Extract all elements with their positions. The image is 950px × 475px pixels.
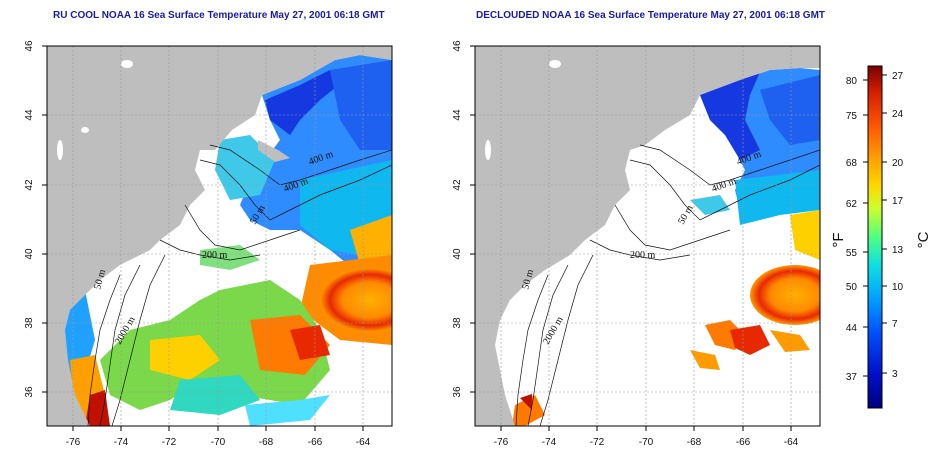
land-mass xyxy=(475,46,820,426)
y-tick-label: 36 xyxy=(452,386,463,398)
x-tick-label: -66 xyxy=(736,437,751,448)
y-tick-label: 40 xyxy=(24,248,35,260)
map-panel-composite: 200 m 50 m 2000 m 400 m 400 m 50 m -76 -… xyxy=(24,40,393,448)
x-tick-label: -76 xyxy=(494,437,509,448)
y-tick-label: 42 xyxy=(452,179,463,191)
sst-field xyxy=(55,55,392,426)
temperature-colorbar: 80 75 68 62 55 50 44 37 27 24 20 17 13 1… xyxy=(830,65,932,409)
graticule xyxy=(475,46,820,426)
fahrenheit-unit-label: °F xyxy=(830,232,847,247)
land-mass xyxy=(47,46,392,426)
y-tick-label: 38 xyxy=(452,317,463,329)
x-tick-label: -64 xyxy=(356,437,371,448)
x-tick-label: -74 xyxy=(542,437,557,448)
celsius-tick-label: 13 xyxy=(892,245,904,256)
x-tick-label: -72 xyxy=(162,437,177,448)
x-tick-label: -64 xyxy=(784,437,799,448)
fahrenheit-tick-label: 37 xyxy=(846,372,858,383)
y-tick-label: 38 xyxy=(24,317,35,329)
colorbar-ticks xyxy=(863,74,887,377)
panel-title-right: DECLOUDED NOAA 16 Sea Surface Temperatur… xyxy=(476,10,826,21)
x-tick-label: -74 xyxy=(114,437,129,448)
axis-ticks xyxy=(42,45,364,431)
map-panel-declouded: 200 m 50 m 2000 m 400 m 400 m 50 m -76 -… xyxy=(452,40,821,448)
x-tick-label: -70 xyxy=(211,437,226,448)
map-frame xyxy=(46,45,393,427)
contour-label: 50 m xyxy=(92,268,108,291)
contour-label: 50 m xyxy=(520,268,536,291)
y-tick-label: 36 xyxy=(24,386,35,398)
map-frame xyxy=(474,45,821,427)
contour-label: 200 m xyxy=(202,250,228,261)
x-tick-label: -72 xyxy=(590,437,605,448)
fahrenheit-tick-label: 55 xyxy=(846,248,858,259)
panel-title-left: RU COOL NOAA 16 Sea Surface Temperature … xyxy=(53,10,385,21)
x-tick-label: -70 xyxy=(639,437,654,448)
contour-label: 200 m xyxy=(630,250,656,261)
graticule xyxy=(47,46,392,426)
x-tick-label: -68 xyxy=(687,437,702,448)
x-tick-label: -68 xyxy=(259,437,274,448)
y-tick-label: 46 xyxy=(452,40,463,52)
fahrenheit-tick-label: 75 xyxy=(846,111,858,122)
celsius-tick-label: 10 xyxy=(892,282,904,293)
celsius-unit-label: °C xyxy=(915,231,932,248)
fahrenheit-tick-label: 50 xyxy=(846,282,858,293)
axis-ticks xyxy=(470,45,792,431)
fahrenheit-tick-label: 44 xyxy=(846,323,858,334)
colorbar-gradient xyxy=(867,65,883,409)
celsius-tick-label: 17 xyxy=(892,196,904,207)
sst-field xyxy=(512,68,820,426)
bathymetry-contours xyxy=(87,144,392,426)
y-tick-label: 44 xyxy=(452,109,463,121)
x-tick-label: -76 xyxy=(66,437,81,448)
fahrenheit-tick-label: 68 xyxy=(846,158,858,169)
fahrenheit-tick-label: 80 xyxy=(846,76,858,87)
y-tick-label: 40 xyxy=(452,248,463,260)
celsius-tick-label: 7 xyxy=(892,319,898,330)
celsius-tick-label: 20 xyxy=(892,158,904,169)
x-tick-label: -66 xyxy=(308,437,323,448)
celsius-tick-label: 24 xyxy=(892,109,904,120)
celsius-tick-label: 27 xyxy=(892,71,904,82)
y-tick-label: 42 xyxy=(24,179,35,191)
fahrenheit-tick-label: 62 xyxy=(846,199,858,210)
celsius-tick-label: 3 xyxy=(892,369,898,380)
y-tick-label: 46 xyxy=(24,40,35,52)
y-tick-label: 44 xyxy=(24,109,35,121)
